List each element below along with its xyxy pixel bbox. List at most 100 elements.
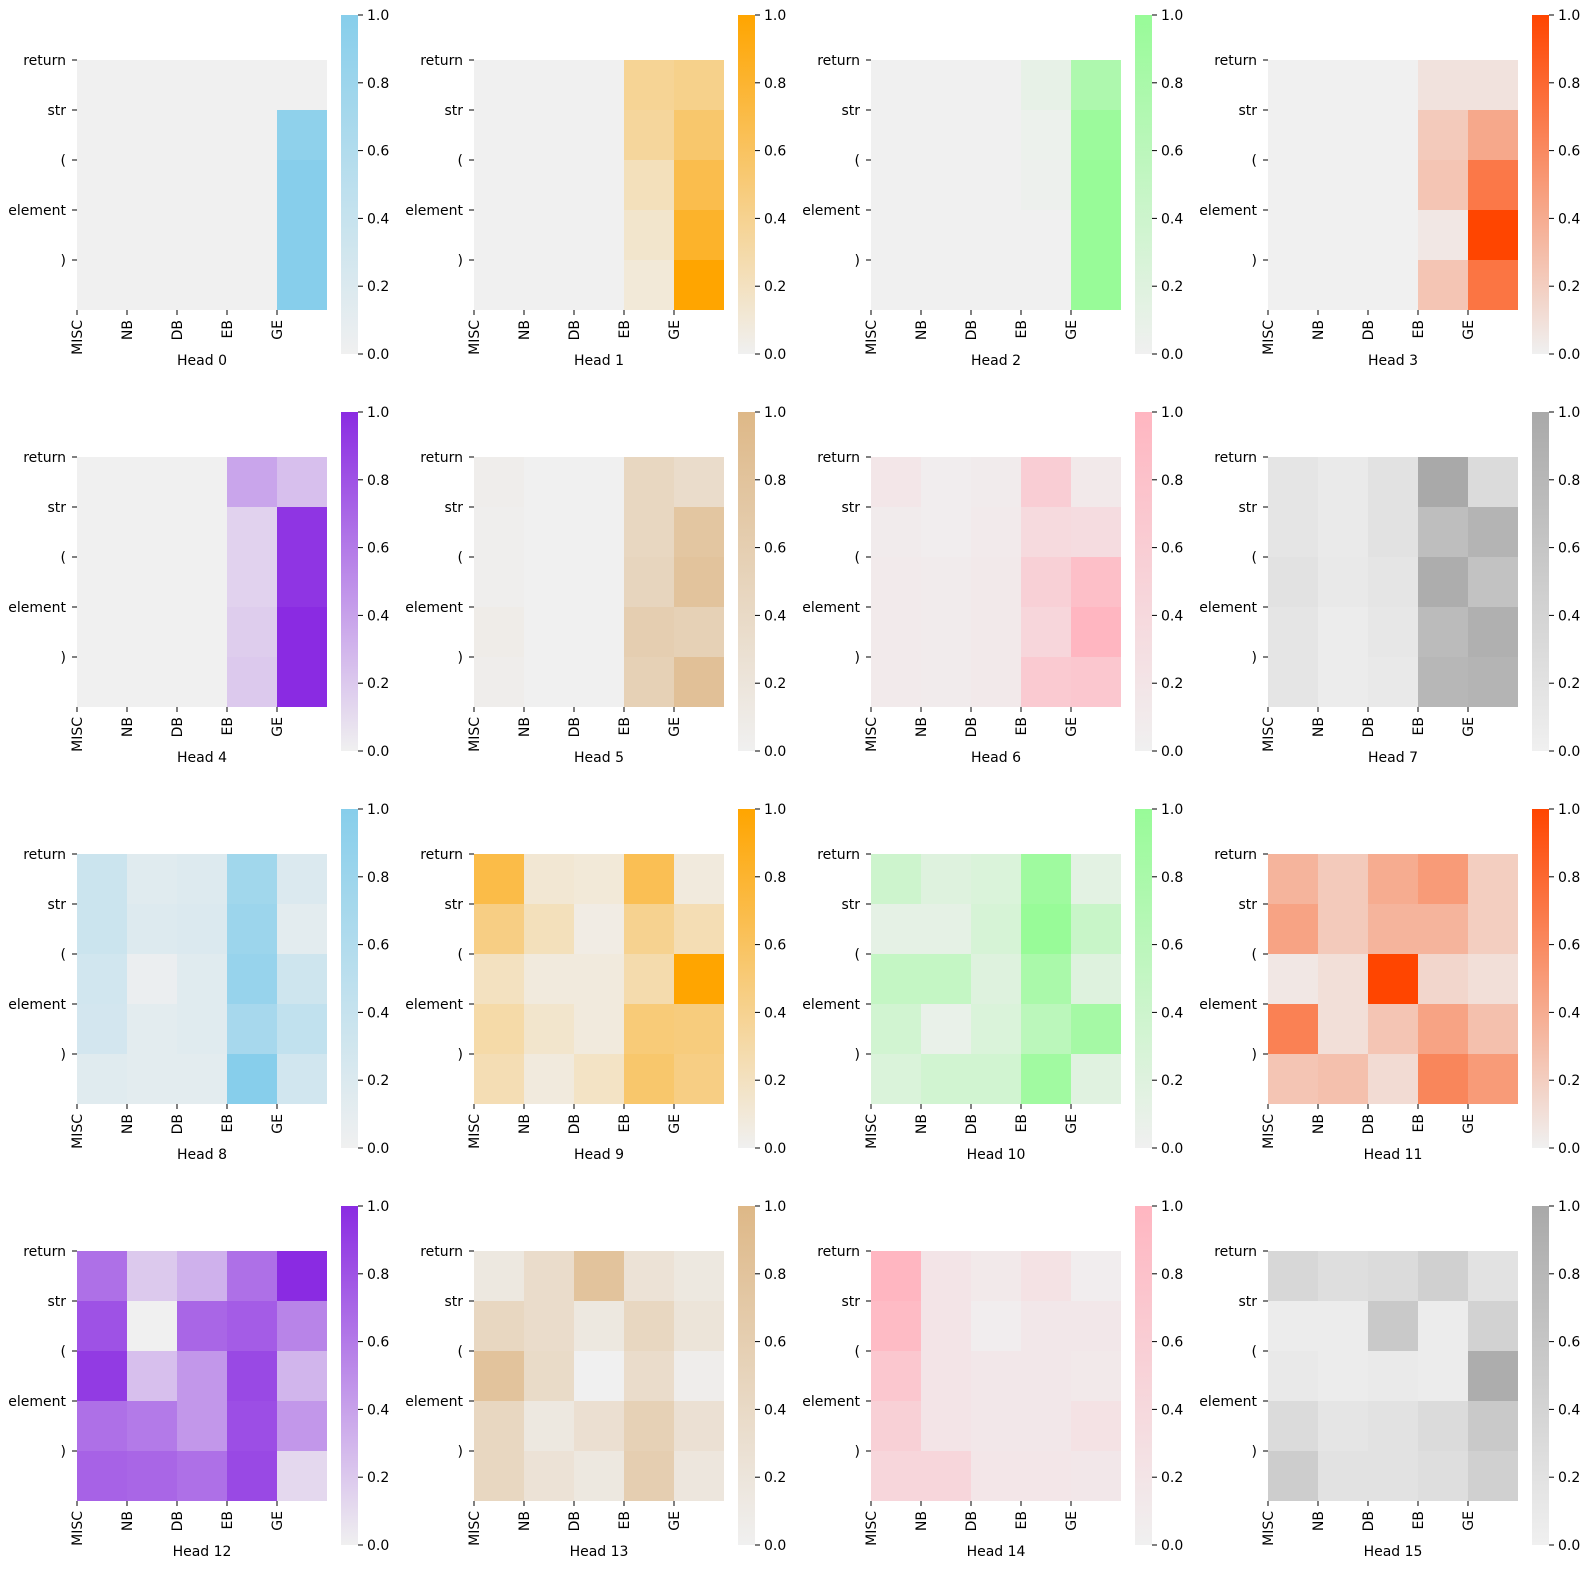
heatmap-cell [227,60,277,110]
heatmap-cell [1071,557,1121,607]
x-tick-label: DB [170,1511,186,1531]
heatmap-cell [674,854,724,904]
x-tick-label: EB [220,1511,236,1529]
heatmap-cell [971,1004,1021,1054]
heatmap-cell [674,657,724,707]
y-tick-label: ( [61,550,66,566]
heatmap-cell [1368,210,1418,260]
heatmap-cell [1468,1054,1518,1104]
heatmap-cell [971,904,1021,954]
heatmap-cell [127,557,177,607]
y-tick-label: element [1199,203,1257,219]
heatmap-cell [1418,60,1468,110]
heatmap-cell [474,210,524,260]
x-tick-label: MISC [70,320,86,355]
y-tick-label: element [405,203,463,219]
colorbar [738,809,755,1148]
heatmap-cell [1468,1401,1518,1451]
colorbar-tick-label: 0.0 [367,347,389,363]
heatmap-cell [77,1401,127,1451]
heatmap-cell [277,260,327,310]
heatmap-cell [871,457,921,507]
colorbar-tick-label: 0.2 [367,1470,389,1486]
heatmap-cell [921,854,971,904]
panel-title: Head 14 [967,1544,1026,1560]
y-tick-label: ) [1252,1047,1257,1063]
heatmap-cell [971,507,1021,557]
heatmap-cell [77,607,127,657]
heatmap-cell [574,904,624,954]
y-tick-label: ) [458,1047,463,1063]
heatmap-cell [177,260,227,310]
heatmap-cell [624,160,674,210]
panel-title: Head 7 [1368,750,1418,766]
y-tick-label: str [841,103,860,119]
x-tick-label: EB [617,1511,633,1529]
heatmap-cell [1071,854,1121,904]
heatmap-cell [1268,607,1318,657]
y-tick-label: ( [458,1344,463,1360]
heatmap-cell [1071,1451,1121,1501]
heatmap-cell [871,507,921,557]
heatmap-cell [1071,607,1121,657]
heatmap-cell [524,904,574,954]
colorbar [738,15,755,354]
heatmap-cell [1418,507,1468,557]
heatmap-cell [674,1401,724,1451]
heatmap-cell [1468,60,1518,110]
x-tick-label: MISC [1261,1114,1277,1149]
heatmap-cell [227,657,277,707]
colorbar-tick-label: 0.6 [1161,144,1183,160]
colorbar-tick-label: 0.0 [1161,744,1183,760]
x-tick-label: GE [1461,1511,1477,1531]
x-tick-label: NB [120,320,136,340]
colorbar-tick-label: 0.2 [1161,1073,1183,1089]
heatmap-cell [77,1301,127,1351]
heatmap-cell [1071,457,1121,507]
panel-title: Head 2 [971,353,1021,369]
heatmap-cell [1468,854,1518,904]
colorbar-tick-label: 0.8 [1161,76,1183,92]
heatmap-cell [1468,954,1518,1004]
y-tick-label: ( [855,550,860,566]
colorbar-tick-label: 0.8 [1558,76,1580,92]
heatmap-cell [1318,60,1368,110]
heatmap-cell [574,1054,624,1104]
heatmap-panel-3: return str (element) MISC NB DB EB GE Head 3 0.0 0… [1199,8,1580,369]
x-tick-label: MISC [864,1114,880,1149]
colorbar-tick-label: 1.0 [1558,1199,1580,1215]
colorbar [1135,1206,1152,1545]
x-tick-label: DB [170,1114,186,1134]
colorbar-tick-label: 0.2 [764,1073,786,1089]
heatmap-cell [77,854,127,904]
colorbar-tick-label: 0.4 [367,608,389,624]
heatmap-cell [177,954,227,1004]
heatmap-cell [574,1401,624,1451]
y-tick-label: ( [855,153,860,169]
panel-title: Head 12 [173,1544,232,1560]
colorbar-tick-label: 0.6 [1558,144,1580,160]
heatmap-cell [1021,210,1071,260]
x-tick-label: MISC [864,320,880,355]
y-tick-label: element [8,600,66,616]
heatmap-cell [474,904,524,954]
colorbar-tick-label: 0.6 [1161,938,1183,954]
heatmap-cell [574,954,624,1004]
heatmap-cell [971,854,1021,904]
y-tick-label: ) [855,650,860,666]
colorbar-tick-label: 0.6 [764,144,786,160]
heatmap-cell [1268,1451,1318,1501]
colorbar-tick-label: 0.8 [1558,1267,1580,1283]
heatmap-panel-9: return str (element) MISC NB DB EB GE Head 9 0.0 0… [405,802,786,1163]
heatmap-cell [127,260,177,310]
x-tick-label: NB [120,717,136,737]
x-tick-label: MISC [70,1511,86,1546]
heatmap-cell [921,904,971,954]
heatmap-cell [971,1251,1021,1301]
heatmap-cell [227,607,277,657]
heatmap-cell [1468,457,1518,507]
heatmap-panel-0: return str (element) MISC NB DB EB GE Head 0 0.0 0… [8,8,389,369]
heatmap-cell [1268,1004,1318,1054]
heatmap-panel-7: return str (element) MISC NB DB EB GE Head 7 0.0 0… [1199,405,1580,766]
heatmap-cell [1021,260,1071,310]
